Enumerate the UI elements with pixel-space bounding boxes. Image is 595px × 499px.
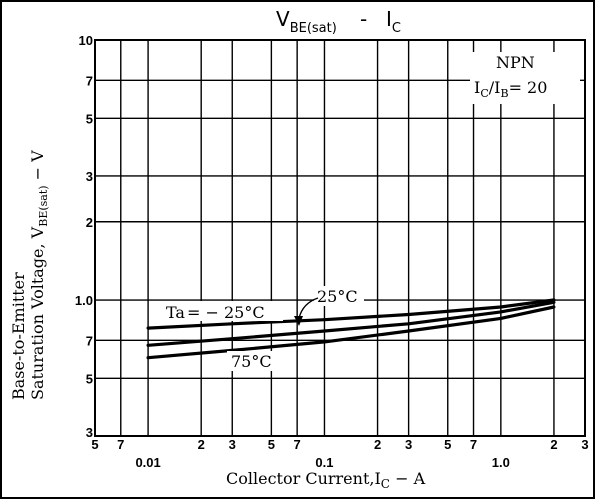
y-axis-title-unit: − V bbox=[28, 150, 47, 186]
label-75c: 75°C bbox=[231, 352, 272, 371]
x-tick-label: 5 bbox=[444, 437, 451, 452]
x-axis-title-main: Collector Current,I bbox=[226, 469, 381, 488]
y-tick-label: 5 bbox=[86, 111, 93, 126]
x-tick-label: 7 bbox=[294, 437, 301, 452]
x-tick-label: 3 bbox=[229, 437, 236, 452]
y-tick-label: 7 bbox=[86, 333, 93, 348]
y-tick-label: 5 bbox=[86, 371, 93, 386]
series-line bbox=[146, 300, 556, 347]
x-tick-label: 7 bbox=[117, 437, 124, 452]
annotation-npn: NPN bbox=[496, 53, 535, 72]
title-main2: I bbox=[386, 7, 392, 31]
x-tick-label: 2 bbox=[374, 437, 381, 452]
y-tick-label: 7 bbox=[86, 73, 93, 88]
label-25c: 25°C bbox=[317, 287, 358, 306]
y-tick-label: 3 bbox=[86, 425, 93, 440]
label-ta-prefix: Ta bbox=[166, 303, 185, 322]
annotation-ratio: IC/IB= 20 bbox=[474, 78, 547, 100]
annotation-ic: I bbox=[474, 78, 480, 97]
x-axis-title: Collector Current,IC − A bbox=[226, 469, 426, 491]
x-tick-label: 7 bbox=[470, 437, 477, 452]
y-axis-title-sub: BE(sat) bbox=[37, 185, 50, 226]
x-tick-label: 5 bbox=[91, 437, 98, 452]
y-axis-title-line1: Base-to-Emitter bbox=[9, 272, 28, 400]
chart-title: VBE(sat) - IC bbox=[276, 7, 401, 36]
label-ta-minus25: Ta = − 25°C bbox=[166, 303, 265, 322]
series-line bbox=[146, 305, 556, 360]
plot-border bbox=[94, 39, 586, 437]
y-tick-label: 3 bbox=[86, 169, 93, 184]
title-sub2: C bbox=[392, 21, 401, 36]
x-axis-title-sub: C bbox=[381, 477, 390, 491]
y-axis-title-line2: Saturation Voltage, VBE(sat) − V bbox=[28, 150, 50, 400]
annotation-ic-sub: C bbox=[480, 87, 488, 100]
x-tick-label: 0.1 bbox=[315, 455, 333, 470]
annotation-ib: /I bbox=[489, 78, 501, 97]
label-bg-cold bbox=[163, 301, 283, 321]
x-tick-label: 5 bbox=[268, 437, 275, 452]
x-tick-label: 0.01 bbox=[135, 455, 160, 470]
annotation-ib-sub: B bbox=[500, 87, 508, 100]
label-ta-value: = − 25°C bbox=[187, 303, 265, 322]
y-tick-label: 1.0 bbox=[75, 293, 93, 308]
y-tick-label: 10 bbox=[79, 33, 93, 48]
label-25c-leader bbox=[298, 297, 319, 319]
title-separator: - bbox=[360, 7, 367, 31]
x-tick-labels: 5 7 0.01 2 3 5 7 0.1 2 3 5 7 1.0 2 3 bbox=[91, 437, 588, 470]
series-line bbox=[146, 298, 556, 330]
annotation-ratio-value: = 20 bbox=[509, 78, 548, 97]
x-axis-title-unit: − A bbox=[390, 469, 426, 488]
svg-text:VBE(sat)-IC: VBE(sat) - IC bbox=[276, 7, 401, 36]
label-bg-hot bbox=[227, 351, 277, 371]
x-tick-label: 3 bbox=[581, 437, 588, 452]
x-tick-label: 2 bbox=[198, 437, 205, 452]
title-main: V bbox=[276, 7, 290, 31]
y-axis-title-line2-main: Saturation Voltage, V bbox=[28, 226, 47, 400]
y-tick-labels: 3 5 7 1.0 2 3 5 7 10 bbox=[75, 33, 93, 440]
y-axis-title: Base-to-Emitter Saturation Voltage, VBE(… bbox=[9, 150, 50, 400]
annotation-bg bbox=[470, 52, 580, 104]
x-tick-label: 2 bbox=[550, 437, 557, 452]
x-tick-label: 1.0 bbox=[492, 455, 510, 470]
curves bbox=[146, 298, 556, 360]
x-tick-label: 3 bbox=[405, 437, 412, 452]
y-tick-label: 2 bbox=[86, 215, 93, 230]
label-25c-arrow bbox=[294, 316, 303, 326]
title-sub: BE(sat) bbox=[290, 21, 337, 36]
grid bbox=[95, 40, 585, 436]
label-bg-room bbox=[314, 286, 364, 306]
